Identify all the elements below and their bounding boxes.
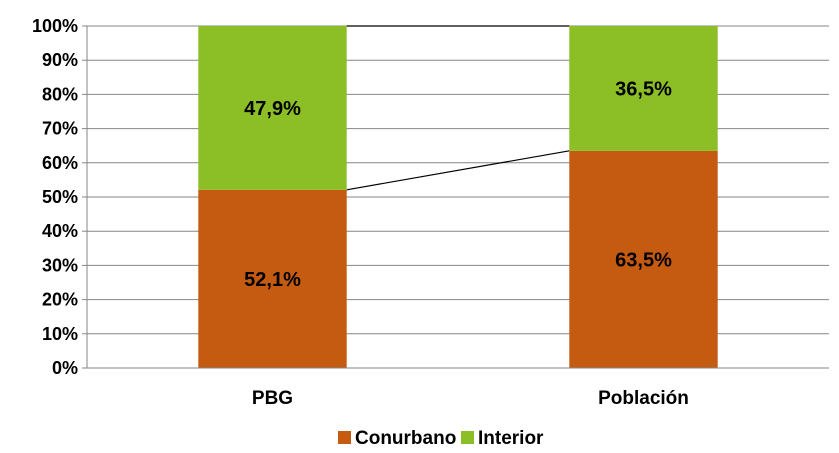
data-label: 52,1%	[244, 269, 301, 291]
legend-swatch-interior	[461, 431, 474, 444]
y-tick-label: 10%	[42, 324, 78, 344]
legend-label: Interior	[478, 428, 544, 449]
bar-interior-2	[569, 26, 718, 151]
y-tick-label: 40%	[42, 221, 78, 241]
x-category-label: PBG	[252, 388, 293, 409]
y-tick-label: 50%	[42, 187, 78, 207]
y-tick-label: 0%	[52, 358, 78, 378]
legend-label: Conurbano	[355, 428, 456, 449]
series-lines	[346, 25, 570, 191]
data-label: 36,5%	[615, 78, 672, 100]
legend: Conurbano Interior	[338, 428, 544, 449]
y-tick-label: 90%	[42, 50, 78, 70]
x-category-label: Población	[598, 388, 689, 409]
y-tick-label: 20%	[42, 290, 78, 310]
y-axis: 0% 10% 20% 30% 40% 50% 60% 70% 80% 90% 100%	[32, 16, 88, 378]
series-line	[346, 150, 570, 191]
data-label: 63,5%	[615, 249, 672, 271]
y-tick-label: 80%	[42, 84, 78, 104]
y-tick-label: 60%	[42, 153, 78, 173]
y-tick-label: 100%	[32, 16, 78, 36]
bar-conurbano-1	[198, 189, 347, 368]
x-axis: PBG Población	[87, 367, 829, 409]
bars: 52,1% 47,9% 63,5% 36,5%	[198, 26, 718, 368]
data-label: 47,9%	[244, 98, 301, 120]
y-tick-label: 70%	[42, 119, 78, 139]
bar-interior-1	[198, 26, 347, 190]
y-tick-label: 30%	[42, 255, 78, 275]
bar-conurbano-2	[569, 150, 718, 368]
legend-swatch-conurbano	[338, 431, 351, 444]
